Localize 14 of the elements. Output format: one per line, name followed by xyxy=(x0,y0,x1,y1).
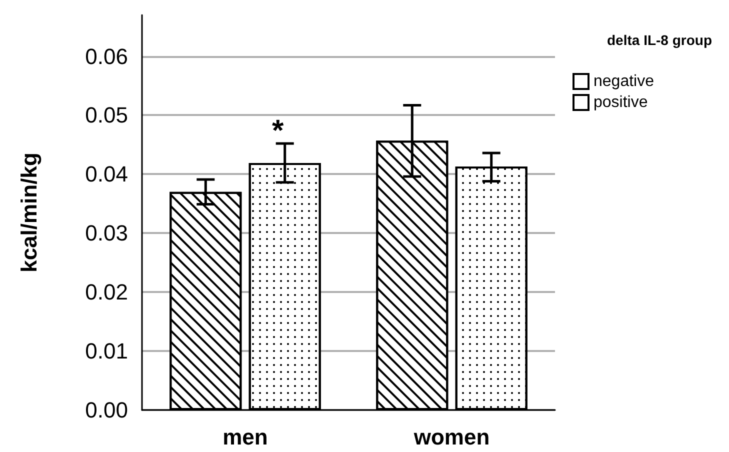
y-tick-label: 0.05 xyxy=(85,102,128,128)
annotation: * xyxy=(272,114,284,148)
y-tick-label: 0.03 xyxy=(85,220,128,246)
y-tick-label: 0.04 xyxy=(85,162,128,187)
legend-title: delta IL-8 group xyxy=(607,32,712,48)
x-tick-label: women xyxy=(412,424,490,450)
legend-label: negative xyxy=(594,73,654,90)
legend-label: positive xyxy=(594,94,648,111)
y-tick-label: 0.00 xyxy=(85,398,128,422)
x-tick-label: men xyxy=(222,424,268,450)
y-tick-label: 0.06 xyxy=(85,44,128,69)
y-tick-label: 0.01 xyxy=(85,338,128,364)
y-tick-label: 0.02 xyxy=(85,280,128,305)
y-axis-title: kcal/min/kg xyxy=(16,152,42,272)
